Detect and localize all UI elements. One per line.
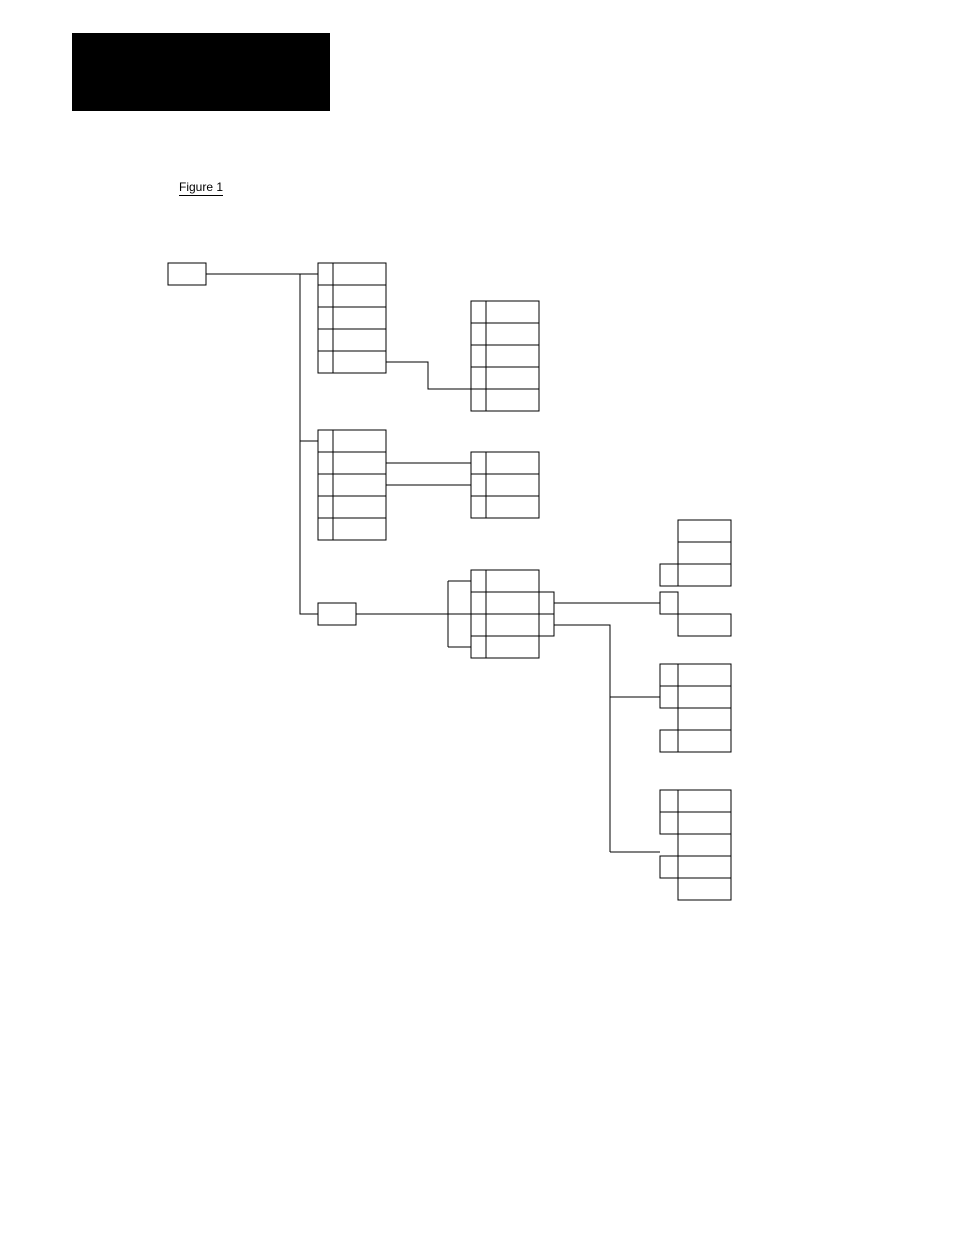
node-AR_b1 (486, 301, 539, 323)
node-B_s2 (318, 452, 333, 474)
node-AR_b3 (486, 345, 539, 367)
node-AR_s4 (471, 367, 486, 389)
node-F_b2 (678, 812, 731, 834)
edge (554, 625, 660, 697)
node-F_s2 (660, 812, 678, 834)
node-D_b1 (678, 520, 731, 542)
node-D_b3 (678, 564, 731, 586)
node-D_b4 (678, 614, 731, 636)
node-C_b2 (486, 592, 539, 614)
node-E_s1 (660, 664, 678, 686)
node-B_b4 (333, 496, 386, 518)
node-B_b1 (333, 430, 386, 452)
node-A_b2 (333, 285, 386, 307)
node-B_b2 (333, 452, 386, 474)
node-A_b1 (333, 263, 386, 285)
node-AR_b2 (486, 323, 539, 345)
node-B_s3 (318, 474, 333, 496)
node-B_s1 (318, 430, 333, 452)
node-BR_s2 (471, 474, 486, 496)
node-AR_b5 (486, 389, 539, 411)
node-BR_s1 (471, 452, 486, 474)
node-A_b5 (333, 351, 386, 373)
node-E_b3 (678, 708, 731, 730)
node-Djoin (660, 592, 678, 614)
node-E_b2 (678, 686, 731, 708)
node-C_t3 (539, 614, 554, 636)
node-A_b4 (333, 329, 386, 351)
node-F_b5 (678, 878, 731, 900)
node-C_s4 (471, 636, 486, 658)
node-BR_b2 (486, 474, 539, 496)
node-F_b3 (678, 834, 731, 856)
node-F_b1 (678, 790, 731, 812)
node-BR_b1 (486, 452, 539, 474)
page: Figure 1 (0, 0, 954, 1235)
node-B_b5 (333, 518, 386, 540)
node-C_s1 (471, 570, 486, 592)
flowchart (0, 0, 954, 1235)
node-AR_s5 (471, 389, 486, 411)
node-E_s2 (660, 686, 678, 708)
node-AR_s3 (471, 345, 486, 367)
node-F_b4 (678, 856, 731, 878)
node-root (168, 263, 206, 285)
node-A_s3 (318, 307, 333, 329)
node-D_b2 (678, 542, 731, 564)
node-E_b4 (678, 730, 731, 752)
node-A_s2 (318, 285, 333, 307)
node-A_s5 (318, 351, 333, 373)
edge (300, 274, 318, 614)
node-A_s4 (318, 329, 333, 351)
node-C_b1 (486, 570, 539, 592)
node-B_s4 (318, 496, 333, 518)
edge (386, 362, 471, 389)
node-AR_s1 (471, 301, 486, 323)
node-AR_b4 (486, 367, 539, 389)
node-BR_s3 (471, 496, 486, 518)
node-E_b1 (678, 664, 731, 686)
node-F_s1 (660, 790, 678, 812)
node-mid (318, 603, 356, 625)
node-A_s1 (318, 263, 333, 285)
node-C_s2 (471, 592, 486, 614)
node-A_b3 (333, 307, 386, 329)
node-C_b4 (486, 636, 539, 658)
node-C_t2 (539, 592, 554, 614)
node-F_s4 (660, 856, 678, 878)
node-D_s3 (660, 564, 678, 586)
node-B_s5 (318, 518, 333, 540)
node-AR_s2 (471, 323, 486, 345)
node-C_b3 (486, 614, 539, 636)
node-B_b3 (333, 474, 386, 496)
node-E_s4 (660, 730, 678, 752)
node-C_s3 (471, 614, 486, 636)
node-BR_b3 (486, 496, 539, 518)
